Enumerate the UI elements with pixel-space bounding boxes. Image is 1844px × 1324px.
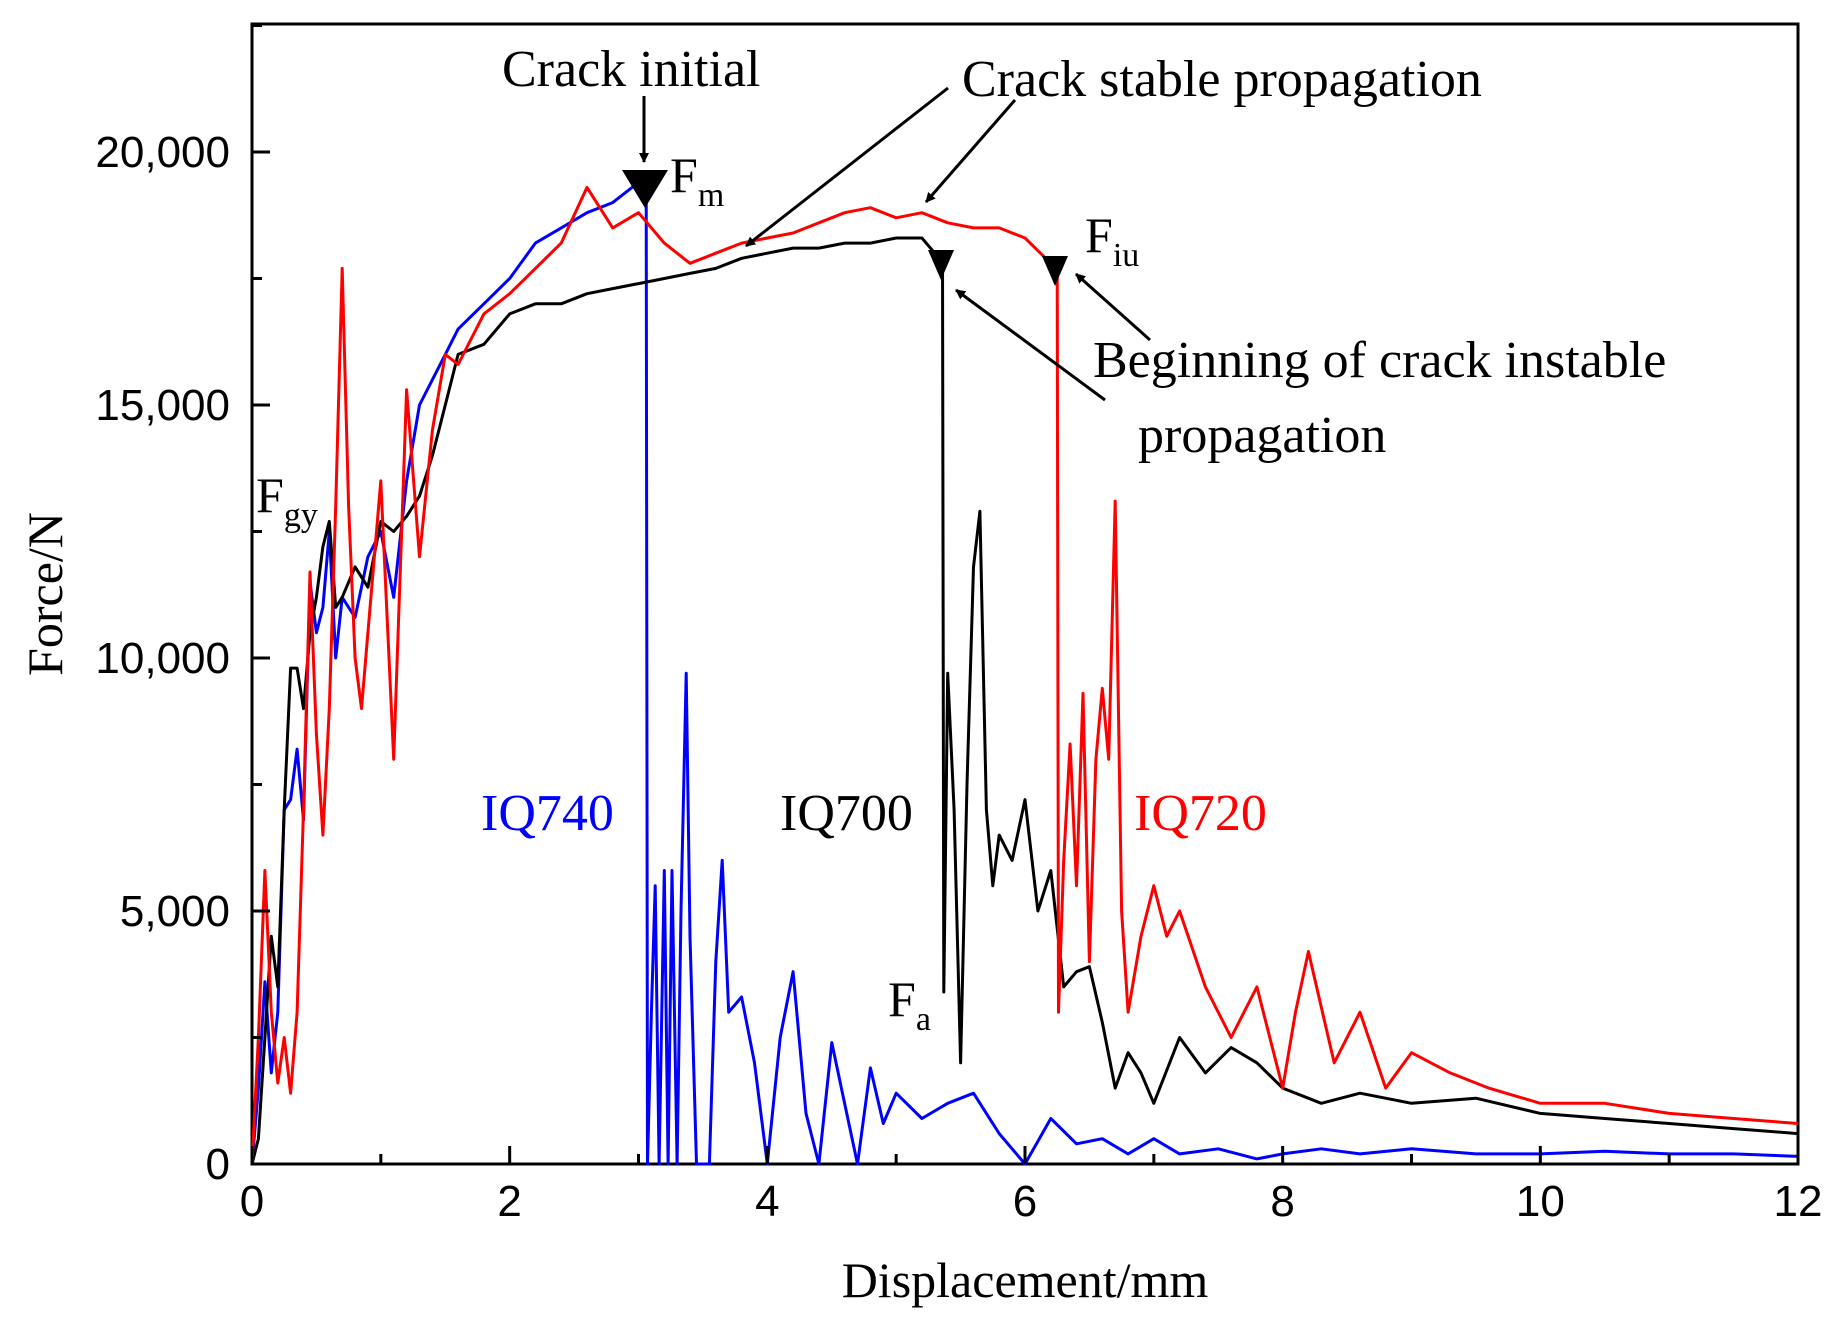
marker-iq700-instable-triangle [928,250,954,280]
x-tick-label: 6 [1013,1177,1037,1226]
symbol-fa: Fa [888,971,931,1038]
marker-fm-triangle [622,170,668,208]
x-tick-label: 8 [1270,1177,1294,1226]
arrow-crack-stable-2 [924,99,1017,203]
symbol-fiu-main: F [1085,207,1113,263]
series-label-iq740: IQ740 [481,785,614,842]
x-tick-label: 2 [497,1177,521,1226]
arrow-instable-1 [955,288,1106,402]
y-tick-label: 10,000 [95,634,230,683]
series-label-iq700: IQ700 [780,785,913,842]
annotation-crack-initial: Crack initial [502,41,760,98]
tick-layer: 0 2 4 6 8 10 12 0 5,000 10,000 15,000 20,000 [95,24,1823,1226]
marker-iq720-instable-triangle [1042,256,1068,286]
series-line-iq740 [250,180,1799,1166]
series-line-iq720 [250,185,1799,1165]
series-line-iq700 [250,236,1799,1165]
symbol-fm-sub: m [698,177,724,214]
symbol-fm: Fm [670,147,724,214]
arrow-crack-stable-1 [745,86,949,248]
annotation-instable-line1: Beginning of crack instable [1093,332,1666,389]
annotation-instable-line2: propagation [1138,407,1386,464]
x-tick-label: 12 [1774,1177,1823,1226]
arrow-instable-2 [1075,272,1151,342]
plot-frame [250,22,1800,1166]
series-layer [250,180,1799,1166]
y-tick-label: 0 [206,1140,230,1189]
y-tick-label: 15,000 [95,381,230,430]
symbol-fiu-sub: iu [1113,237,1139,274]
series-label-iq720: IQ720 [1134,785,1267,842]
x-tick-label: 4 [755,1177,779,1226]
y-tick-label: 20,000 [95,128,230,177]
symbol-fgy: Fgy [256,467,318,534]
symbol-fgy-main: F [256,467,284,523]
symbol-fm-main: F [670,147,698,203]
symbol-fa-sub: a [916,1001,931,1038]
annotation-crack-stable-propagation: Crack stable propagation [962,51,1482,108]
x-tick-label: 0 [240,1177,264,1226]
symbol-fgy-sub: gy [284,497,318,534]
x-tick-label: 10 [1516,1177,1565,1226]
y-axis-title: Force/N [17,512,73,676]
y-tick-label: 5,000 [120,887,230,936]
symbol-fa-main: F [888,971,916,1027]
x-axis-title: Displacement/mm [842,1252,1209,1308]
symbol-fiu: Fiu [1085,207,1139,274]
